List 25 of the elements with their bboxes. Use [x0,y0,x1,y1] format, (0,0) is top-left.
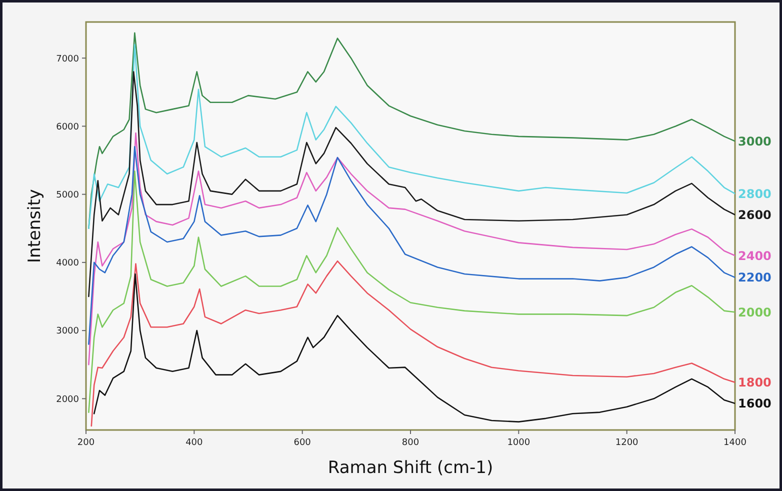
series-label: 2000 [738,305,772,320]
x-tick-label: 1000 [507,438,530,448]
y-tick-label: 4000 [56,258,80,269]
series-label: 2600 [738,208,772,222]
y-tick-label: 2000 [56,394,80,405]
x-axis-title: Raman Shift (cm-1) [328,458,494,478]
y-axis-title: Intensity [25,189,45,263]
x-tick-label: 800 [402,438,420,448]
x-tick-label: 1200 [615,438,639,448]
y-tick-label: 3000 [56,326,80,337]
y-tick-label: 6000 [56,122,80,132]
series-label: 1800 [738,376,772,390]
y-tick-label: 7000 [56,54,80,64]
x-tick-label: 600 [294,438,312,448]
series-label: 1600 [738,396,772,411]
series-label: 2400 [738,248,772,263]
line-series [88,71,735,298]
series-label: 2800 [738,186,772,201]
series-label: 2200 [738,270,772,285]
series-label: 3000 [738,134,772,148]
x-tick-label: 200 [77,438,95,448]
x-tick-label: 1400 [724,438,747,448]
y-tick-label: 5000 [56,190,80,200]
line-series [88,170,735,413]
x-tick-label: 400 [186,438,204,448]
